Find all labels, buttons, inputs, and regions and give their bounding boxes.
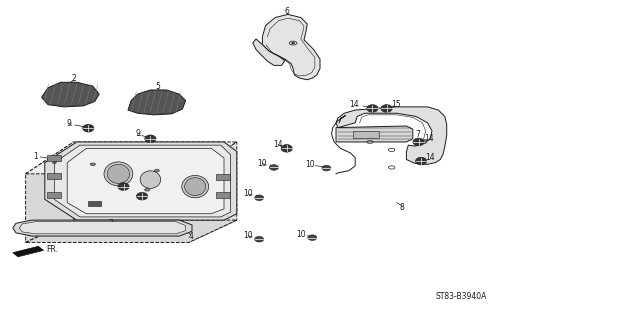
Text: 13: 13 (107, 177, 117, 186)
Text: 8: 8 (399, 203, 404, 212)
Text: 15: 15 (390, 100, 401, 109)
Bar (353, 131, 379, 138)
Text: 5: 5 (156, 82, 161, 91)
Polygon shape (67, 148, 224, 214)
Polygon shape (13, 220, 192, 236)
Polygon shape (336, 126, 413, 142)
Text: 4: 4 (188, 232, 193, 241)
Text: 7: 7 (415, 130, 420, 139)
Bar (216, 174, 230, 180)
Text: FR.: FR. (47, 245, 58, 254)
Bar (47, 173, 61, 179)
Text: 1: 1 (164, 199, 169, 208)
Polygon shape (45, 142, 237, 220)
Polygon shape (19, 222, 186, 234)
Ellipse shape (381, 105, 392, 112)
Text: 2: 2 (71, 74, 76, 83)
Text: 14: 14 (273, 140, 284, 149)
Polygon shape (26, 142, 74, 242)
Polygon shape (26, 142, 237, 174)
Text: 6: 6 (285, 7, 290, 16)
Text: 10: 10 (305, 160, 316, 169)
Ellipse shape (145, 189, 150, 191)
Text: 11: 11 (90, 193, 99, 202)
Polygon shape (336, 107, 447, 164)
Polygon shape (253, 39, 285, 65)
Polygon shape (54, 145, 230, 217)
Ellipse shape (108, 164, 129, 183)
Ellipse shape (281, 145, 292, 152)
Ellipse shape (140, 171, 161, 188)
Ellipse shape (182, 175, 209, 198)
Text: 10: 10 (243, 231, 253, 240)
Ellipse shape (413, 138, 424, 146)
Ellipse shape (255, 195, 264, 201)
Text: 14: 14 (425, 153, 435, 162)
Ellipse shape (118, 183, 129, 190)
Text: 14: 14 (349, 100, 359, 109)
Text: 1: 1 (33, 152, 38, 161)
Ellipse shape (136, 192, 148, 200)
Ellipse shape (255, 236, 264, 242)
Text: 9: 9 (66, 119, 71, 128)
Text: 10: 10 (243, 189, 253, 198)
Ellipse shape (83, 124, 94, 132)
Ellipse shape (292, 42, 295, 44)
Polygon shape (262, 14, 320, 80)
Ellipse shape (269, 165, 278, 170)
Ellipse shape (154, 169, 159, 172)
Bar (88, 201, 101, 206)
Text: 14: 14 (424, 134, 434, 143)
Polygon shape (128, 90, 186, 115)
Bar (216, 192, 230, 198)
Bar (47, 192, 61, 198)
Text: 10: 10 (296, 230, 306, 239)
Ellipse shape (415, 157, 427, 165)
Text: 9: 9 (135, 130, 140, 138)
Ellipse shape (90, 163, 95, 166)
Ellipse shape (367, 105, 378, 112)
Ellipse shape (322, 165, 331, 171)
Text: 12: 12 (144, 188, 153, 197)
Polygon shape (189, 142, 237, 242)
Polygon shape (42, 82, 99, 107)
Text: ST83-B3940A: ST83-B3940A (435, 292, 486, 300)
Text: 3: 3 (108, 219, 113, 228)
Text: 10: 10 (257, 159, 268, 168)
Ellipse shape (308, 235, 317, 241)
Ellipse shape (184, 178, 206, 196)
Bar (47, 155, 61, 161)
Ellipse shape (145, 135, 156, 143)
Polygon shape (13, 246, 44, 257)
Polygon shape (26, 220, 237, 242)
Ellipse shape (104, 162, 133, 186)
Ellipse shape (52, 162, 56, 164)
